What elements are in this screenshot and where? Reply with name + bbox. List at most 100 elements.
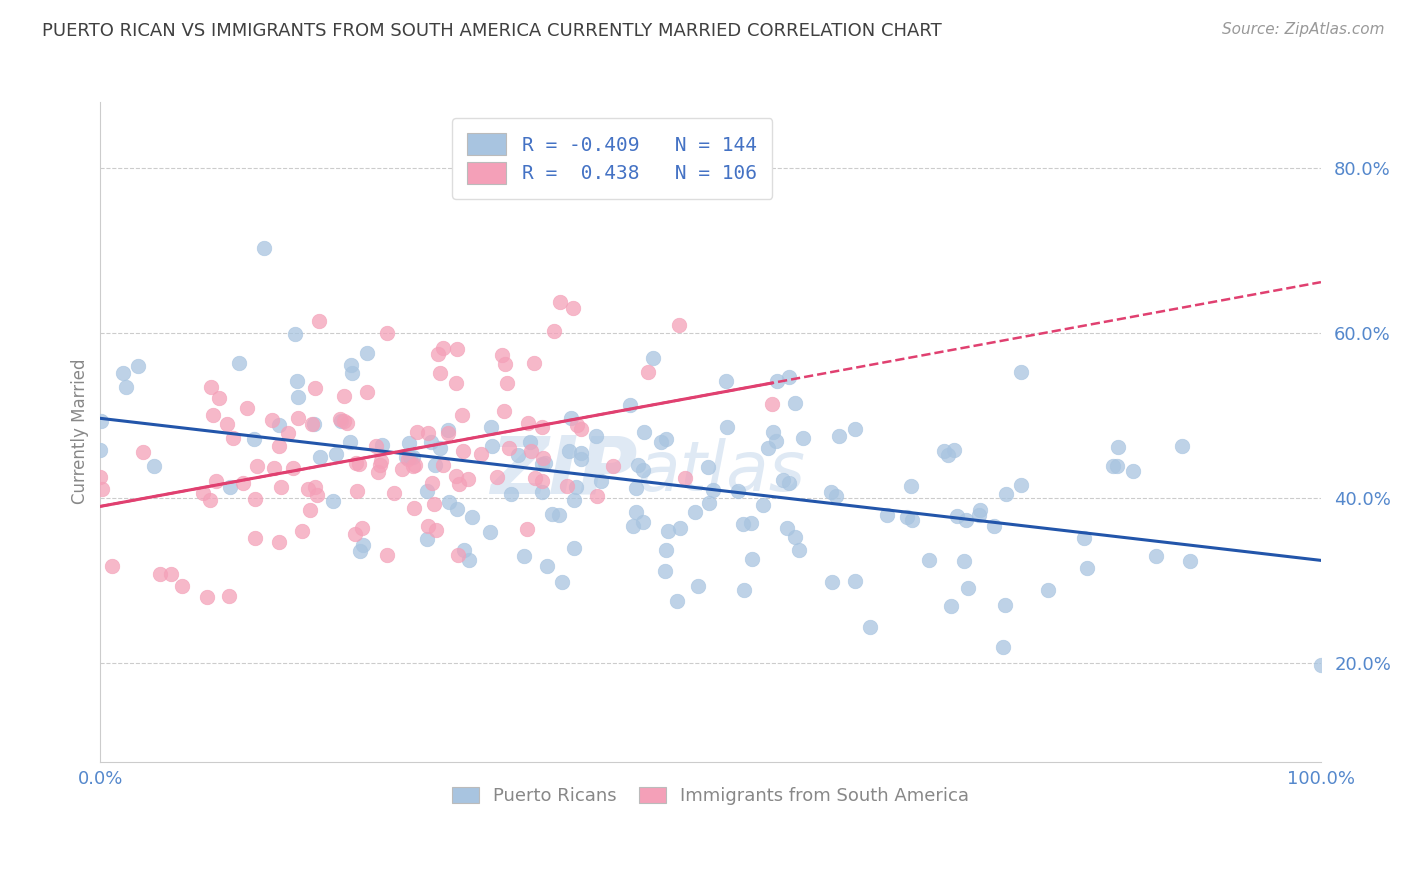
Point [785,396,807,410]
Point [339,434,361,449]
Point [714,374,737,388]
Point [569,446,592,460]
Point [955,513,977,527]
Point [792,431,814,445]
Point [696,459,718,474]
Point [460,509,482,524]
Point [896,510,918,524]
Point [426,347,449,361]
Point [287,411,309,425]
Point [562,541,585,555]
Point [517,417,540,431]
Point [761,397,783,411]
Point [394,450,416,465]
Point [404,458,426,472]
Point [491,348,513,362]
Point [531,485,554,500]
Point [1309,658,1331,673]
Point [669,521,692,535]
Point [349,457,371,471]
Point [589,474,612,488]
Point [285,375,308,389]
Point [637,366,659,380]
Point [446,501,468,516]
Point [969,503,991,517]
Point [267,535,290,549]
Point [762,425,785,440]
Point [304,381,326,395]
Point [756,441,779,455]
Point [89,443,111,458]
Point [200,492,222,507]
Point [683,505,706,519]
Point [402,500,425,515]
Point [479,419,502,434]
Point [859,620,882,634]
Point [131,444,153,458]
Point [402,450,425,464]
Point [512,549,534,563]
Point [536,558,558,573]
Point [437,423,460,437]
Point [752,499,775,513]
Point [243,531,266,545]
Point [352,520,374,534]
Text: ZIP: ZIP [491,433,637,510]
Point [451,408,474,422]
Point [932,444,955,458]
Point [519,435,541,450]
Point [731,516,754,531]
Point [432,458,454,472]
Point [1180,554,1202,568]
Point [284,327,307,342]
Point [1038,583,1060,598]
Point [437,425,460,440]
Point [370,454,392,468]
Point [299,502,322,516]
Point [420,476,443,491]
Point [541,507,564,521]
Point [569,422,592,436]
Point [336,417,359,431]
Point [494,403,516,417]
Point [416,425,439,440]
Point [425,524,447,538]
Point [560,411,582,425]
Point [498,441,520,455]
Point [991,640,1014,654]
Point [423,458,446,472]
Point [555,478,578,492]
Point [520,443,543,458]
Point [515,522,537,536]
Point [325,447,347,461]
Point [270,480,292,494]
Point [936,448,959,462]
Point [200,379,222,393]
Point [740,516,762,531]
Point [207,391,229,405]
Point [470,447,492,461]
Point [942,442,965,457]
Point [1122,464,1144,478]
Point [995,487,1018,501]
Point [624,505,647,519]
Point [918,552,941,566]
Point [481,439,503,453]
Point [655,432,678,446]
Point [508,448,530,462]
Point [340,366,363,380]
Point [530,458,553,472]
Point [375,326,398,340]
Point [160,567,183,582]
Point [406,425,429,439]
Point [956,582,979,596]
Point [657,524,679,538]
Point [332,389,354,403]
Point [228,355,250,369]
Point [825,490,848,504]
Point [900,479,922,493]
Point [112,366,135,380]
Point [217,417,239,431]
Point [631,515,654,529]
Point [946,509,969,524]
